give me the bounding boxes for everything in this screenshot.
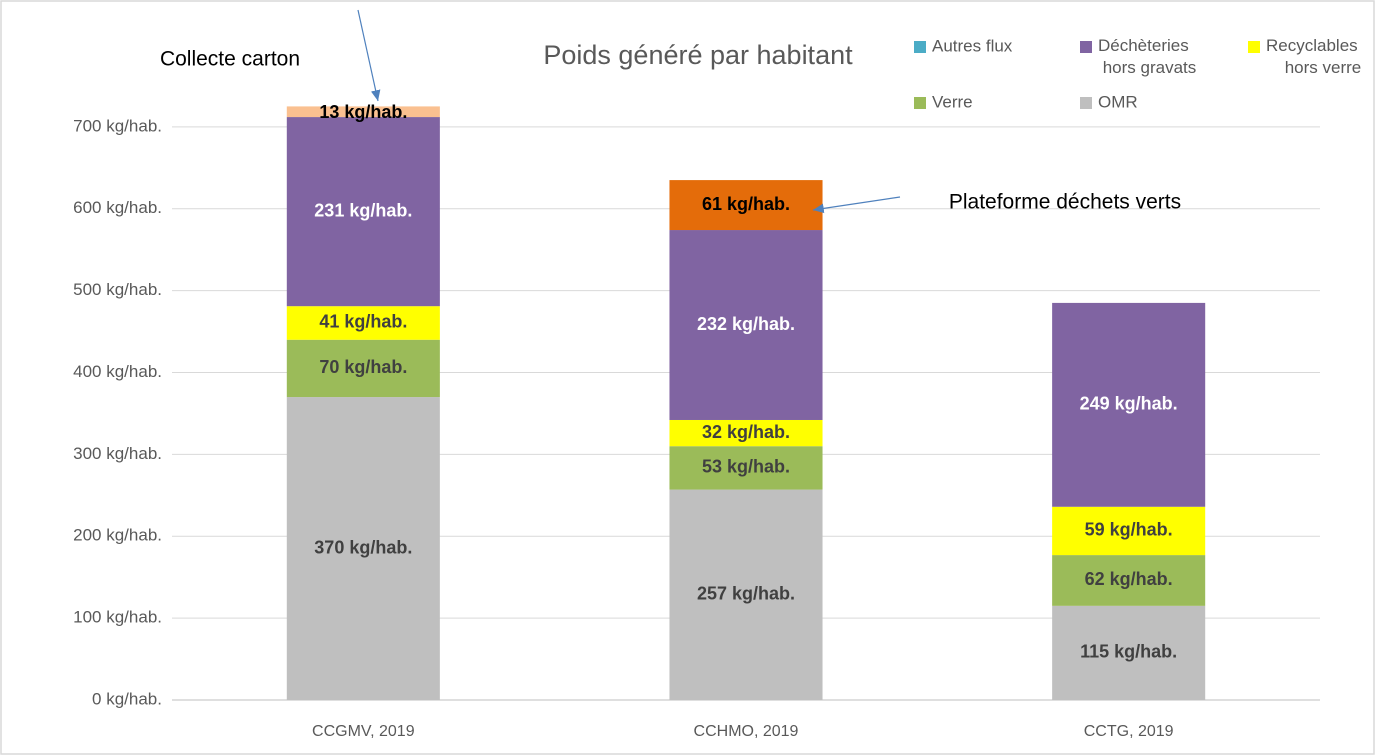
- bar-segment: [669, 419, 823, 447]
- bar-segment: [286, 306, 440, 340]
- data-label: 13 kg/hab.: [319, 102, 407, 122]
- legend-label: Verre: [932, 92, 973, 111]
- bar-segment: [1052, 302, 1206, 507]
- data-label: 62 kg/hab.: [1085, 569, 1173, 589]
- x-tick-label: CCTG, 2019: [1084, 723, 1174, 740]
- y-tick-label: 500 kg/hab.: [73, 280, 162, 299]
- x-tick-label: CCGMV, 2019: [312, 723, 415, 740]
- legend-label: OMR: [1098, 92, 1138, 111]
- legend-swatch: [1080, 97, 1092, 109]
- bar-segment: [669, 180, 823, 231]
- legend-swatch: [1080, 41, 1092, 53]
- y-tick-label: 0 kg/hab.: [92, 689, 162, 708]
- bar-segment: [286, 339, 440, 398]
- annotation-arrow: [357, 9, 381, 102]
- data-label: 115 kg/hab.: [1080, 642, 1177, 662]
- bar-segment: [1052, 506, 1206, 556]
- legend-label: Recyclables hors verre: [1266, 36, 1361, 77]
- y-tick-label: 700 kg/hab.: [73, 116, 162, 135]
- legend-label: Déchèteries hors gravats: [1098, 36, 1196, 77]
- data-label: 53 kg/hab.: [702, 457, 790, 477]
- annotation-arrow: [812, 196, 901, 214]
- legend-swatch: [1248, 41, 1260, 53]
- data-label: 232 kg/hab.: [697, 314, 795, 334]
- annotation: Collecte carton: [160, 48, 300, 71]
- bar-segment: [669, 446, 823, 490]
- y-tick-label: 200 kg/hab.: [73, 526, 162, 545]
- bar-segment: [286, 397, 440, 700]
- bar-segment: [1052, 605, 1206, 700]
- y-tick-label: 400 kg/hab.: [73, 362, 162, 381]
- data-label: 32 kg/hab.: [702, 422, 790, 442]
- annotation: Plateforme déchets verts: [949, 191, 1181, 214]
- data-label: 59 kg/hab.: [1085, 520, 1173, 540]
- data-label: 61 kg/hab.: [702, 194, 790, 214]
- data-label: 257 kg/hab.: [697, 584, 795, 604]
- data-label: 249 kg/hab.: [1080, 394, 1178, 414]
- y-tick-label: 300 kg/hab.: [73, 444, 162, 463]
- legend-swatch: [914, 41, 926, 53]
- chart-title: Poids généré par habitant: [543, 40, 853, 70]
- data-label: 231 kg/hab.: [314, 200, 412, 220]
- data-label: 370 kg/hab.: [314, 537, 412, 557]
- legend-swatch: [914, 97, 926, 109]
- bar-segment: [286, 106, 440, 118]
- y-tick-label: 600 kg/hab.: [73, 198, 162, 217]
- x-tick-label: CCHMO, 2019: [694, 723, 799, 740]
- legend-label: Autres flux: [932, 36, 1013, 55]
- data-label: 70 kg/hab.: [319, 357, 407, 377]
- bar-segment: [669, 489, 823, 700]
- bar-segment: [669, 230, 823, 420]
- data-label: 41 kg/hab.: [319, 312, 407, 332]
- bar-segment: [1052, 555, 1206, 606]
- bar-segment: [286, 117, 440, 307]
- y-tick-label: 100 kg/hab.: [73, 608, 162, 627]
